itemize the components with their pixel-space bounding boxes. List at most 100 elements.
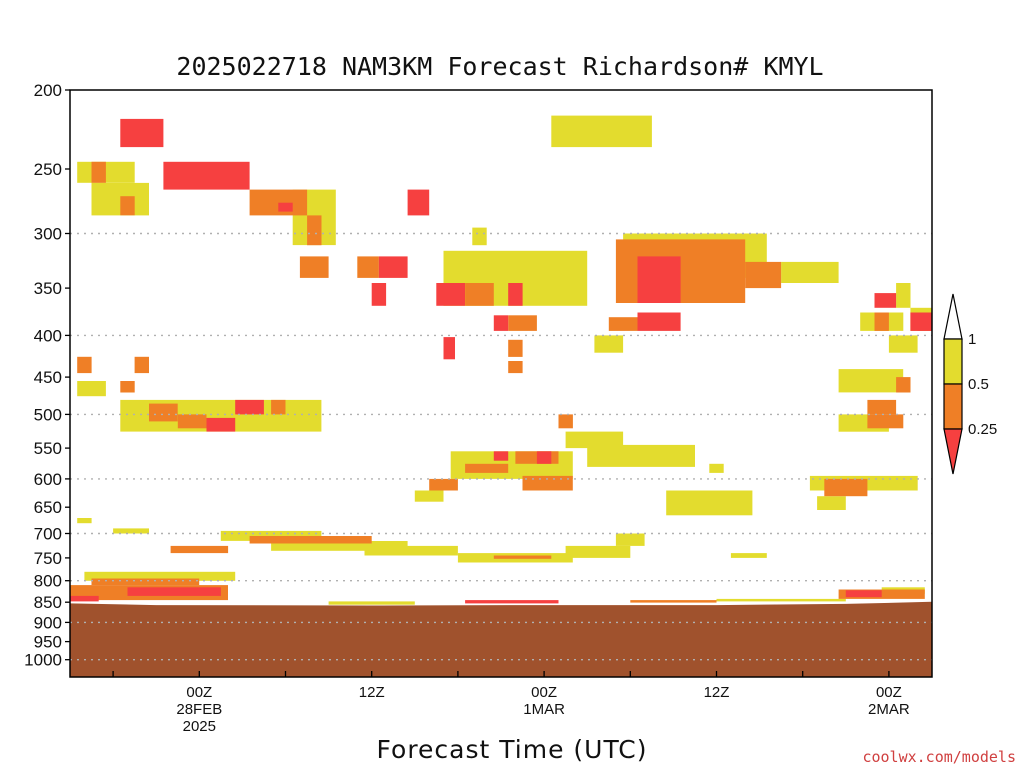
y-axis: 200 250 300 350 400 450 500 550 600 650 700 750 800 8… — [24, 81, 70, 670]
ri-cell-yellow — [113, 528, 149, 534]
ri-cell-yellow — [84, 571, 236, 581]
y-tick-label: 550 — [34, 439, 62, 458]
ri-cell-orange — [874, 312, 889, 331]
y-tick-label: 800 — [34, 572, 62, 591]
ri-cell-yellow — [817, 496, 846, 510]
ri-cell-red — [378, 256, 408, 278]
colorbar-label: 1 — [968, 331, 976, 348]
ri-cell-red — [278, 202, 293, 212]
ri-cell-yellow — [888, 335, 918, 353]
ri-cell-orange — [299, 256, 329, 278]
ri-cell-orange — [307, 215, 322, 246]
y-tick-label: 350 — [34, 279, 62, 298]
ri-cell-red — [70, 595, 99, 602]
ri-cell-red — [910, 312, 932, 331]
ri-cell-yellow — [896, 283, 911, 308]
ri-cell-yellow — [838, 369, 904, 393]
y-tick-label: 850 — [34, 593, 62, 612]
ri-cell-orange — [867, 414, 904, 429]
plot-area — [69, 89, 933, 678]
ri-cell-orange — [149, 403, 178, 422]
ri-cell-red — [443, 337, 455, 360]
ri-cell-red — [163, 161, 250, 190]
ri-cell-yellow — [587, 444, 695, 467]
ri-cell-orange — [608, 317, 638, 331]
ri-cell-orange — [896, 377, 911, 393]
y-tick-label: 250 — [34, 160, 62, 179]
ri-cell-red — [127, 587, 221, 596]
ri-cell-red — [436, 283, 465, 306]
ri-cell-orange — [120, 381, 135, 393]
colorbar-label: 0.25 — [968, 421, 997, 438]
y-tick-label: 400 — [34, 326, 62, 345]
site-credit[interactable]: coolwx.com/models — [862, 748, 1016, 766]
ri-cell-red — [371, 283, 387, 306]
chart-title: 2025022718 NAM3KM Forecast Richardson# K… — [176, 52, 823, 81]
ri-cell-red — [493, 315, 509, 331]
terrain-fill — [70, 601, 932, 677]
ri-cell-yellow — [77, 518, 92, 524]
ri-cell-red — [508, 283, 523, 306]
colorbar-bin-orange — [943, 383, 963, 430]
ri-cell-red — [465, 600, 559, 604]
ri-cell-yellow — [666, 490, 753, 516]
ri-cell-yellow — [77, 161, 135, 183]
ri-cell-yellow — [77, 381, 106, 397]
y-tick-label: 200 — [34, 81, 62, 100]
ri-cell-yellow — [551, 115, 652, 148]
ri-cell-orange — [745, 261, 782, 289]
ri-cell-orange — [522, 475, 573, 491]
x-axis-label: Forecast Time (UTC) — [377, 735, 648, 764]
ri-cell-yellow — [472, 227, 487, 246]
ri-cell-orange — [357, 256, 379, 278]
plot-frame — [69, 89, 933, 678]
ri-cell-orange — [91, 161, 106, 183]
y-tick-label: 750 — [34, 549, 62, 568]
y-tick-label: 500 — [34, 405, 62, 424]
ri-cell-orange — [170, 545, 229, 554]
ri-cell-yellow — [781, 261, 839, 283]
ri-cell-orange — [77, 356, 92, 374]
y-tick-label: 650 — [34, 498, 62, 517]
x-tick-label: 1MAR — [523, 701, 565, 718]
y-tick-label: 450 — [34, 368, 62, 387]
ri-cell-yellow — [594, 335, 624, 353]
ri-cell-yellow — [615, 533, 645, 546]
ri-cell-orange — [508, 339, 523, 357]
ri-cell-orange — [824, 478, 868, 497]
colorbar-bin-yellow — [943, 338, 963, 385]
ri-cell-yellow — [565, 431, 624, 449]
x-tick-label: 2025 — [183, 718, 216, 735]
ri-cell-red — [407, 189, 430, 216]
ri-cell-orange — [508, 315, 537, 331]
ri-cell-yellow — [716, 598, 846, 602]
colorbar-bin-red — [943, 428, 963, 475]
y-tick-label: 600 — [34, 470, 62, 489]
x-tick-label: 2MAR — [868, 701, 910, 718]
y-tick-label: 300 — [34, 225, 62, 244]
ri-cell-yellow — [565, 545, 631, 558]
ri-cell-orange — [465, 283, 494, 306]
ri-cell-yellow — [364, 545, 458, 556]
ri-cell-orange — [493, 555, 552, 559]
colorbar-label: 0.5 — [968, 376, 989, 393]
ri-cell-orange — [429, 478, 458, 491]
x-tick-label: 12Z — [704, 684, 730, 701]
ri-cell-red — [235, 399, 264, 415]
ri-cell-orange — [120, 196, 135, 216]
ri-cell-red — [874, 293, 897, 308]
ri-cell-yellow — [220, 530, 322, 541]
y-tick-label: 1000 — [24, 651, 62, 670]
x-tick-label: 00Z — [876, 684, 902, 701]
ri-cell-orange — [465, 463, 509, 473]
ri-cell-yellow — [414, 490, 444, 502]
colorbar-legend: 1 0.5 0.25 — [943, 293, 997, 475]
ri-cell-orange — [558, 414, 573, 429]
ri-cell-orange — [249, 536, 372, 544]
x-tick-label: 00Z — [531, 684, 557, 701]
ri-cell-yellow — [271, 541, 408, 551]
ri-cell-orange — [91, 578, 200, 586]
colorbar-top-arrow — [943, 293, 963, 340]
